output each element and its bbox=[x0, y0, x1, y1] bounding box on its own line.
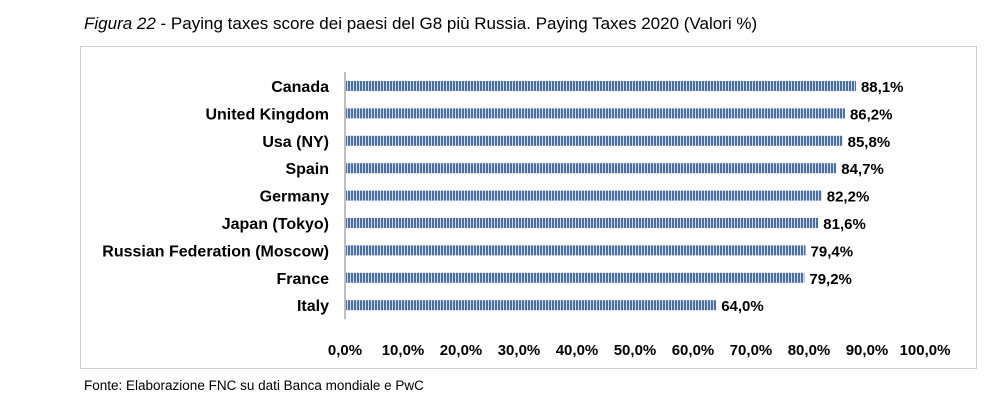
category-label: Spain bbox=[285, 161, 329, 178]
category-label: United Kingdom bbox=[205, 106, 329, 123]
source-note: Fonte: Elaborazione FNC su dati Banca mo… bbox=[84, 378, 424, 393]
category-label: Germany bbox=[260, 189, 329, 206]
category-label: Italy bbox=[297, 298, 329, 315]
x-tick-label: 90,0% bbox=[846, 342, 889, 359]
data-label: 81,6% bbox=[823, 216, 866, 233]
chart-frame: Canada 88,1% United Kingdom 86,2% Usa (NY) 85… bbox=[80, 46, 977, 369]
bar bbox=[346, 190, 822, 201]
x-tick-label: 0,0% bbox=[328, 342, 362, 359]
bar bbox=[346, 135, 843, 146]
bar bbox=[346, 108, 845, 119]
bar bbox=[346, 300, 717, 311]
x-tick-label: 80,0% bbox=[788, 342, 831, 359]
bar bbox=[346, 81, 856, 91]
bar bbox=[346, 163, 837, 174]
data-label: 88,1% bbox=[861, 79, 904, 96]
data-label: 79,2% bbox=[809, 271, 852, 288]
data-label: 82,2% bbox=[827, 189, 870, 206]
data-label: 79,4% bbox=[811, 243, 854, 260]
category-label: Russian Federation (Moscow) bbox=[102, 243, 329, 260]
bar bbox=[346, 245, 806, 256]
data-label: 85,8% bbox=[848, 134, 891, 151]
data-label: 84,7% bbox=[841, 161, 884, 178]
bar bbox=[346, 272, 805, 283]
data-label: 64,0% bbox=[721, 298, 764, 315]
figure-number: Figura 22 bbox=[84, 14, 156, 33]
bar bbox=[346, 218, 819, 228]
x-tick-label: 50,0% bbox=[614, 342, 657, 359]
x-tick-label: 70,0% bbox=[730, 342, 773, 359]
category-label: Canada bbox=[271, 79, 329, 96]
x-tick-label: 30,0% bbox=[498, 342, 541, 359]
category-label: Usa (NY) bbox=[262, 134, 329, 151]
x-tick-label: 40,0% bbox=[556, 342, 599, 359]
data-label: 86,2% bbox=[850, 106, 893, 123]
x-tick-label: 100,0% bbox=[900, 342, 951, 359]
figure-caption: Figura 22 - Paying taxes score dei paesi… bbox=[84, 12, 757, 36]
x-tick-label: 60,0% bbox=[672, 342, 715, 359]
figure-title: - Paying taxes score dei paesi del G8 pi… bbox=[155, 14, 758, 33]
x-tick-label: 20,0% bbox=[440, 342, 483, 359]
bar-chart: Canada 88,1% United Kingdom 86,2% Usa (NY) 85… bbox=[102, 72, 951, 359]
category-label: Japan (Tokyo) bbox=[222, 216, 329, 233]
x-tick-label: 10,0% bbox=[382, 342, 425, 359]
category-label: France bbox=[277, 271, 330, 288]
